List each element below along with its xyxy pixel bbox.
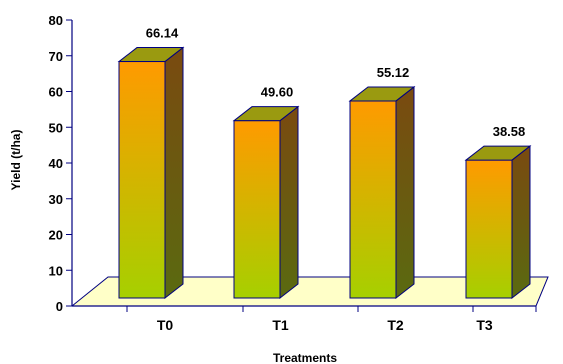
bar-top-cap <box>348 86 416 102</box>
y-tick-label: 70 <box>49 49 63 64</box>
bar-t2 <box>348 85 416 300</box>
bar-front-face <box>118 61 166 299</box>
bar-t3 <box>464 145 532 300</box>
data-label: 38.58 <box>493 124 526 139</box>
y-tick-label: 20 <box>49 228 63 243</box>
y-tick-label: 10 <box>49 263 63 278</box>
bar-front-face <box>349 100 397 299</box>
x-tick-label: T2 <box>387 317 404 333</box>
bar-side-face <box>164 46 184 300</box>
bar-top-cap <box>232 106 300 122</box>
bar-side-face <box>511 145 531 300</box>
x-tick-label: T0 <box>157 317 174 333</box>
y-tick-label: 80 <box>49 13 63 28</box>
x-axis-title: Treatments <box>273 351 337 364</box>
bar-top-cap <box>117 47 185 63</box>
bar-side-face <box>279 105 299 300</box>
bar-t0 <box>117 46 185 300</box>
data-label: 49.60 <box>261 85 294 100</box>
bar-side-face <box>395 85 415 300</box>
data-label: 55.12 <box>377 65 410 80</box>
bar-top-cap <box>464 145 532 161</box>
x-tick-label: T3 <box>476 317 493 333</box>
bar-front-face <box>465 159 513 299</box>
y-tick-label: 60 <box>49 85 63 100</box>
y-tick-label: 50 <box>49 120 63 135</box>
y-tick-label: 30 <box>49 192 63 207</box>
y-tick-label: 0 <box>56 299 63 314</box>
y-tick-label: 40 <box>49 156 63 171</box>
bar-front-face <box>233 120 281 299</box>
y-axis-title: Yield (t/ha) <box>9 130 23 191</box>
bar-t1 <box>232 105 300 300</box>
data-label: 66.14 <box>146 26 179 41</box>
x-tick-label: T1 <box>272 317 289 333</box>
